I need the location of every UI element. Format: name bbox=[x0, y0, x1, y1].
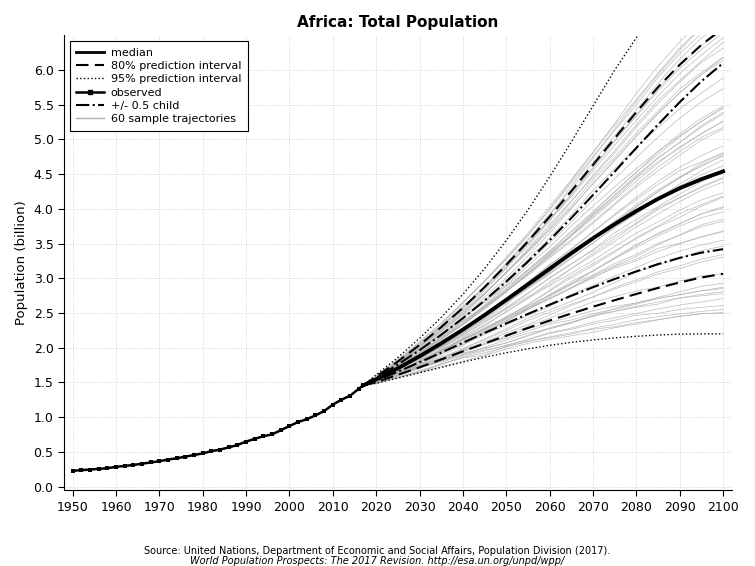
Text: Source: United Nations, Department of Economic and Social Affairs, Population Di: Source: United Nations, Department of Ec… bbox=[144, 546, 611, 556]
Title: Africa: Total Population: Africa: Total Population bbox=[297, 15, 498, 30]
Text: World Population Prospects: The 2017 Revision. http://esa.un.org/unpd/wpp/: World Population Prospects: The 2017 Rev… bbox=[190, 556, 565, 566]
Legend: median, 80% prediction interval, 95% prediction interval, observed, +/- 0.5 chil: median, 80% prediction interval, 95% pre… bbox=[69, 41, 248, 131]
Y-axis label: Population (billion): Population (billion) bbox=[15, 200, 28, 325]
